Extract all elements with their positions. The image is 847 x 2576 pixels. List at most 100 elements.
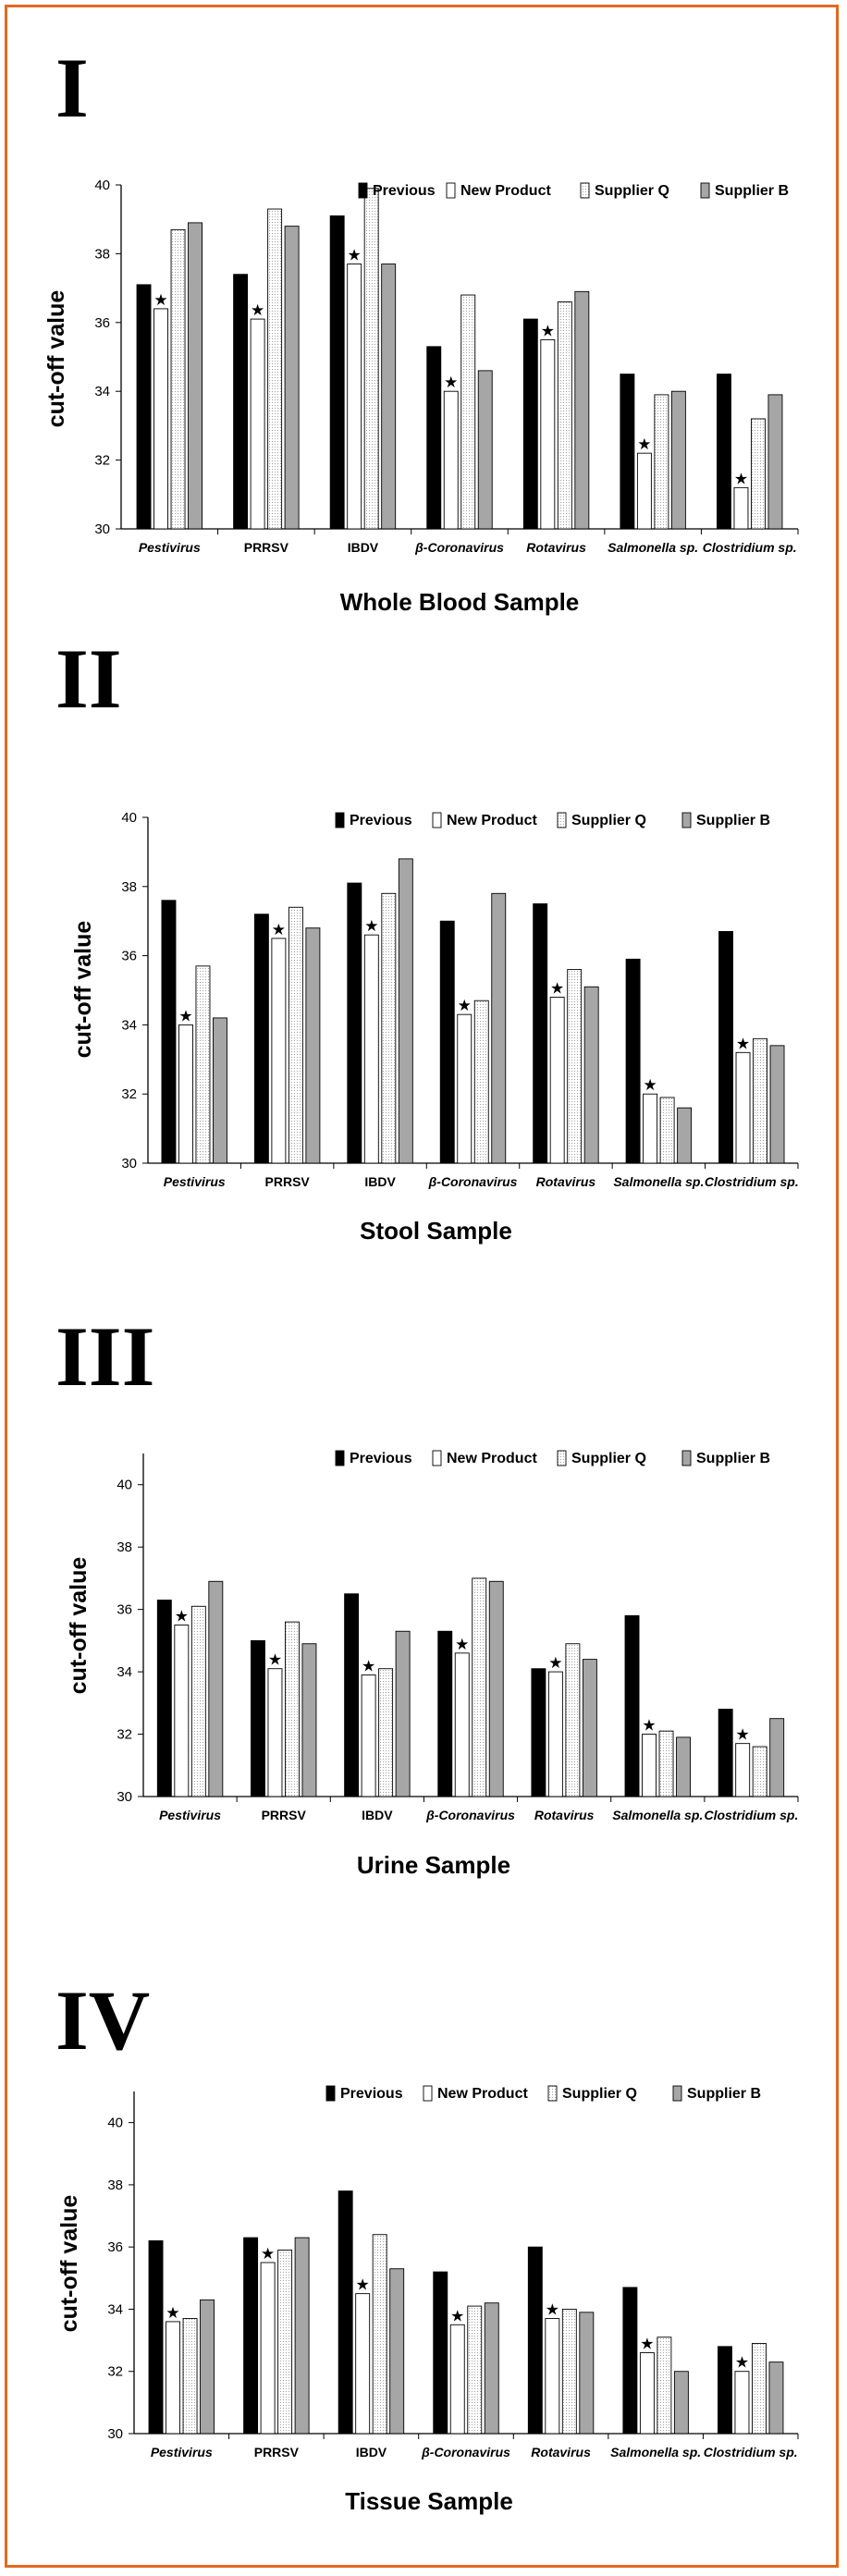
bar-supplier-q	[285, 1621, 300, 1797]
panel-title: Whole Blood Sample	[340, 588, 580, 616]
bar-previous	[437, 1630, 453, 1797]
y-tick-label: 32	[117, 1727, 132, 1743]
panel-label: IV	[55, 1973, 150, 2067]
legend-label-previous: Previous	[350, 813, 412, 828]
significance-star: ★	[637, 435, 651, 453]
significance-star: ★	[444, 374, 458, 391]
bar-supplier-b	[582, 1659, 597, 1797]
y-tick-label: 30	[117, 1789, 132, 1805]
significance-star: ★	[348, 247, 362, 264]
legend-swatch-supplier-b	[681, 1450, 692, 1466]
bar-supplier-b	[284, 226, 300, 530]
bar-supplier-q	[195, 965, 211, 1164]
significance-star: ★	[736, 1726, 750, 1744]
legend-label-supplier-q: Supplier Q	[571, 813, 646, 828]
legend-label-supplier-b: Supplier B	[687, 2086, 761, 2102]
bar-previous	[533, 903, 548, 1164]
significance-star: ★	[272, 921, 286, 938]
bar-supplier-q	[190, 1605, 206, 1797]
significance-star: ★	[450, 2307, 464, 2325]
bar-supplier-q	[378, 1668, 394, 1797]
panel-title: Tissue Sample	[345, 2487, 513, 2515]
category-label: Clostridium sp.	[704, 2445, 798, 2459]
bar-new-product	[267, 1668, 283, 1797]
chart-panel-1: I 30 32 34 36 38 40 cut-off value ★ Pestivirus ★ PR…	[43, 41, 799, 616]
y-tick-label: 36	[107, 2239, 123, 2255]
legend-swatch-supplier-b	[672, 2085, 682, 2102]
category-label: Rotavirus	[536, 1174, 596, 1189]
legend-label-previous: Previous	[350, 1451, 412, 1466]
significance-star: ★	[153, 291, 167, 309]
bar-previous	[251, 1639, 265, 1797]
bar-supplier-b	[769, 1045, 785, 1164]
bar-previous	[347, 882, 362, 1164]
category-label: β-Coronavirus	[421, 2445, 510, 2459]
category-label: IBDV	[364, 1174, 396, 1189]
category-label: Salmonella sp.	[610, 2445, 701, 2459]
bar-new-product	[443, 390, 459, 530]
bar-supplier-b	[670, 390, 686, 530]
bar-supplier-q	[753, 1037, 767, 1164]
legend-label-supplier-q: Supplier Q	[595, 183, 669, 199]
y-tick-label: 40	[121, 810, 137, 826]
category-label: β-Coronavirus	[414, 540, 504, 555]
category-label: β-Coronavirus	[428, 1174, 518, 1189]
bar-supplier-b	[583, 986, 599, 1164]
significance-star: ★	[546, 2301, 559, 2319]
bar-supplier-q	[472, 1577, 487, 1797]
legend-swatch-supplier-q	[547, 2085, 558, 2102]
y-tick-label: 40	[107, 2116, 123, 2131]
legend-label-supplier-q: Supplier Q	[562, 2086, 637, 2102]
y-tick-label: 32	[121, 1086, 137, 1102]
legend-label-new-product: New Product	[437, 2086, 528, 2102]
significance-star: ★	[175, 1608, 189, 1625]
category-label: Pestivirus	[159, 1808, 221, 1822]
bar-new-product	[174, 1625, 190, 1797]
significance-star: ★	[251, 301, 264, 319]
category-label: Clostridium sp.	[704, 1808, 798, 1822]
bar-supplier-q	[372, 2234, 387, 2435]
significance-star: ★	[548, 1654, 562, 1672]
bar-supplier-b	[677, 1107, 693, 1164]
significance-star: ★	[735, 2354, 749, 2372]
legend-swatch-new-product	[432, 812, 442, 828]
bar-new-product	[547, 1671, 563, 1797]
bar-new-product	[166, 2321, 180, 2435]
bar-previous	[531, 1668, 546, 1797]
category-label: IBDV	[348, 540, 379, 555]
bar-supplier-b	[208, 1580, 224, 1797]
bar-supplier-q	[170, 228, 186, 530]
legend-label-supplier-b: Supplier B	[696, 1451, 770, 1466]
panel-label: III	[55, 1309, 154, 1404]
category-label: Clostridium sp.	[703, 540, 797, 555]
bar-supplier-b	[769, 1718, 785, 1797]
bar-new-product	[733, 486, 749, 530]
y-tick-label: 30	[107, 2426, 123, 2442]
category-label: Pestivirus	[151, 2445, 213, 2459]
y-axis-label: cut-off value	[66, 1557, 92, 1695]
panel-title: Stool Sample	[360, 1217, 512, 1245]
legend-swatch-supplier-b	[700, 182, 710, 199]
bar-new-product	[545, 2318, 560, 2435]
bar-supplier-b	[395, 1630, 411, 1797]
bar-new-product	[734, 2371, 750, 2435]
bar-new-product	[355, 2293, 371, 2435]
bar-previous	[717, 374, 731, 530]
bar-new-product	[549, 997, 565, 1164]
y-tick-label: 38	[107, 2177, 123, 2193]
significance-star: ★	[261, 2245, 275, 2263]
significance-star: ★	[734, 470, 748, 487]
bar-supplier-b	[389, 2268, 405, 2435]
bar-new-product	[457, 1013, 473, 1164]
category-label: IBDV	[362, 1808, 393, 1822]
significance-star: ★	[166, 2304, 179, 2322]
y-tick-label: 36	[117, 1602, 132, 1618]
y-tick-label: 32	[107, 2364, 123, 2380]
bar-previous	[624, 1614, 640, 1797]
legend-swatch-previous	[358, 182, 368, 199]
bar-supplier-q	[381, 892, 397, 1164]
bar-supplier-q	[288, 906, 303, 1164]
bar-supplier-q	[752, 2343, 767, 2435]
bar-previous	[433, 2271, 448, 2435]
bar-new-product	[643, 1093, 658, 1164]
